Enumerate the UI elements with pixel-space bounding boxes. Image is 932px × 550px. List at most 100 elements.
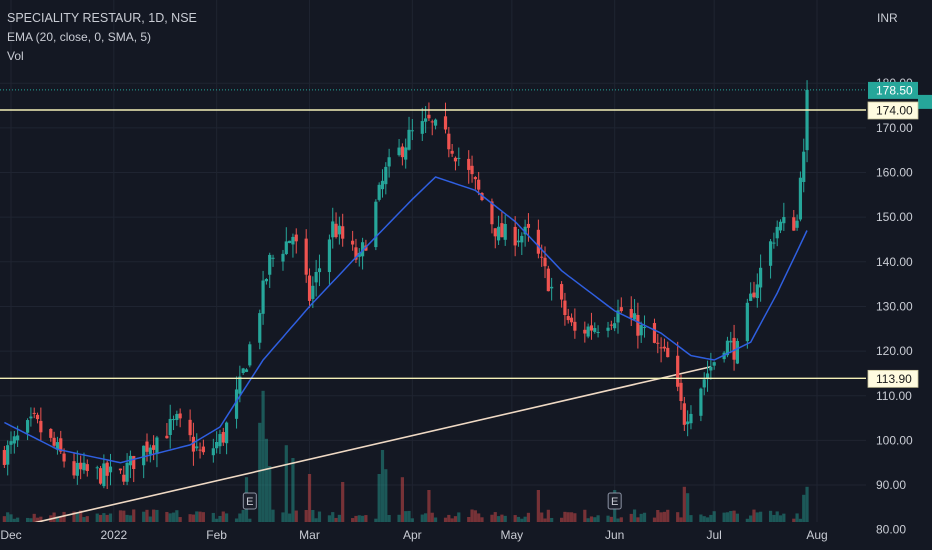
candle [341, 213, 345, 247]
candle [566, 308, 570, 324]
volume-bar [702, 516, 706, 522]
candle-body [72, 461, 76, 476]
volume-bar [118, 510, 123, 522]
candle-body [540, 256, 544, 258]
candle [652, 318, 657, 344]
price-tick-label: 130.00 [876, 299, 913, 313]
earnings-marker-label: E [246, 496, 253, 508]
horizontal-levels[interactable] [0, 89, 866, 380]
candle-body [593, 328, 597, 332]
volume-bar [211, 512, 215, 522]
earnings-marker[interactable]: E [242, 492, 257, 510]
candle [79, 455, 83, 480]
volume-bar [749, 515, 753, 522]
candle-body [244, 369, 249, 372]
volume-bar [264, 438, 268, 522]
candle [775, 220, 779, 247]
candle [689, 405, 693, 430]
volume-bar [420, 514, 424, 522]
time-axis[interactable]: Dec 2022 Feb Mar Apr May Jun Jul Aug [0, 522, 866, 550]
volume-bar [493, 512, 497, 522]
candle-body [404, 147, 408, 160]
volume-bar [629, 513, 633, 522]
candle [772, 232, 776, 249]
support-trendline[interactable] [4, 365, 712, 531]
candle [676, 341, 680, 392]
price-tick-label: 170.00 [876, 121, 913, 135]
chart-legend: SPECIALITY RESTAUR, 1D, NSE EMA (20, clo… [7, 9, 197, 66]
volume-bar [248, 518, 252, 522]
volume-bar [105, 514, 109, 522]
volume-bar [62, 511, 66, 522]
volume-bar [238, 513, 242, 522]
price-axis[interactable]: INR 80.00 90.00 100.00 110.00 120.00 130.00 140… [866, 0, 932, 550]
volume-bar [500, 514, 504, 522]
candle-body [619, 307, 623, 312]
volume-bar [201, 512, 205, 522]
volume-bar [752, 509, 756, 522]
candle-body [351, 240, 355, 245]
candle [191, 422, 196, 466]
candle [248, 341, 252, 368]
candle-body [609, 324, 613, 326]
volume-bar [523, 516, 527, 522]
volume-bar [705, 517, 710, 522]
candle-body [188, 419, 192, 436]
candle [400, 143, 404, 166]
volume-bar [772, 514, 776, 522]
candle [569, 313, 574, 326]
volume-bar [480, 517, 484, 522]
level-badge[interactable] [867, 369, 919, 388]
candle [632, 299, 637, 321]
candle-body [85, 464, 89, 471]
candle-body [55, 442, 60, 450]
volume-bar [424, 513, 428, 522]
level-badge[interactable] [867, 101, 919, 120]
candle-body [550, 286, 554, 289]
candle [201, 439, 205, 455]
candle-body [772, 242, 776, 244]
candle-body [337, 225, 341, 235]
grid-lines [0, 0, 866, 522]
candle-body [652, 323, 657, 343]
volume-legend[interactable]: Vol [7, 49, 24, 63]
candle [457, 147, 461, 166]
candle [132, 455, 136, 483]
candle-body [682, 403, 686, 425]
volume-bar [55, 516, 60, 522]
candle-body [676, 355, 680, 387]
candle-body [39, 420, 43, 433]
volume-bar [583, 509, 587, 522]
trendline[interactable] [4, 365, 712, 531]
earnings-marker[interactable]: E [607, 492, 622, 510]
candle [35, 412, 40, 424]
volume-bar [410, 518, 414, 522]
volume-bar [526, 512, 531, 522]
volume-bar [709, 514, 713, 522]
candle [75, 450, 79, 485]
candle [360, 237, 365, 270]
symbol-legend[interactable]: SPECIALITY RESTAUR, 1D, NSE [7, 11, 197, 25]
candle [52, 431, 56, 449]
candle [224, 421, 229, 455]
candle-body [543, 257, 547, 267]
candle [25, 418, 30, 441]
volume-bar [619, 517, 623, 522]
volume-bar [516, 516, 521, 522]
candle-body [447, 133, 451, 150]
volume-bar [496, 516, 501, 522]
price-tick-label: 90.00 [876, 478, 906, 492]
ema-legend[interactable]: EMA (20, close, 0, SMA, 5) [7, 30, 152, 44]
volume-bar [188, 514, 192, 522]
volume-bars [2, 390, 809, 522]
volume-bar [798, 518, 803, 522]
candle-body [493, 228, 497, 237]
candle [288, 240, 292, 244]
candle-body [195, 446, 199, 449]
candle [188, 409, 192, 442]
candle-body [341, 226, 345, 239]
volume-bar [191, 514, 196, 522]
volume-bar [503, 515, 507, 522]
